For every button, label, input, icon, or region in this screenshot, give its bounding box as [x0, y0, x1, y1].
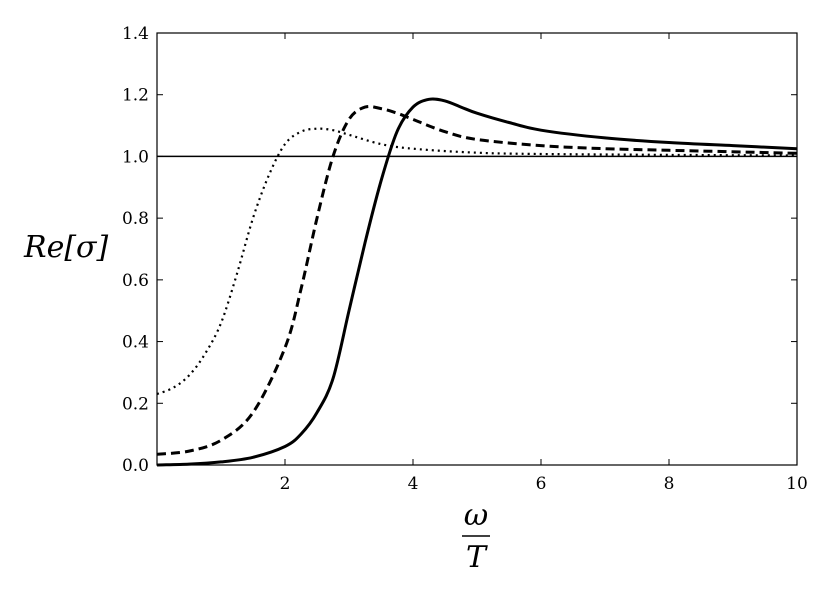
x-tick-label: 4	[408, 474, 419, 494]
x-tick-label: 2	[280, 474, 291, 494]
series-line-dotted	[156, 127, 798, 396]
y-axis-label: Re[σ]	[23, 230, 109, 265]
y-tick-label: 1.2	[122, 86, 149, 106]
y-tick-label: 0.2	[122, 394, 149, 414]
y-tick-label: 1.4	[122, 24, 149, 44]
x-tick-label: 10	[786, 474, 808, 494]
series-line-solid	[156, 97, 798, 467]
y-tick-label: 0.4	[122, 333, 149, 353]
tick-layer: 2 4 6 8 10 0.0 0.2 0.4 0.6 0.8 1.0 1.2 1.4	[122, 24, 808, 494]
x-axis-label-denominator: T	[466, 540, 488, 575]
x-axis-label-numerator: ω	[464, 498, 488, 533]
y-tick-label: 0.8	[122, 209, 149, 229]
y-tick-label: 0.0	[122, 456, 149, 476]
x-tick-label: 8	[664, 474, 675, 494]
plot-frame	[156, 32, 798, 466]
series-layer	[156, 97, 798, 467]
series-line-dashed	[156, 104, 798, 456]
x-tick-label: 6	[536, 474, 547, 494]
y-tick-label: 0.6	[122, 271, 149, 291]
y-tick-label: 1.0	[122, 147, 149, 167]
